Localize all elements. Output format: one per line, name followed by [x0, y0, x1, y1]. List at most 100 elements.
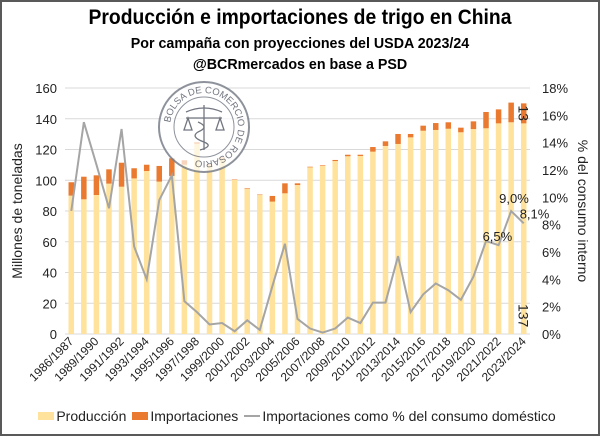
bar-imports: [370, 147, 376, 152]
bar-imports: [319, 165, 326, 166]
legend-line-imports-pct: [244, 415, 261, 417]
bar-imports: [520, 103, 527, 124]
bar-production: [407, 137, 414, 334]
bar-production: [106, 183, 112, 334]
bar-production: [495, 123, 502, 334]
bar-production: [244, 189, 250, 334]
bar-imports: [508, 102, 514, 123]
bar-imports: [244, 188, 250, 190]
bar-imports: [81, 176, 87, 200]
y-right-tick-label: 4%: [542, 272, 561, 287]
y-right-tick-label: 8%: [542, 218, 561, 233]
bar-imports: [118, 162, 125, 187]
bar-production: [118, 186, 125, 334]
bar-imports: [483, 111, 489, 129]
bar-production: [81, 199, 87, 334]
bar-production: [470, 129, 477, 334]
bar-imports: [345, 154, 351, 157]
bar-production: [231, 179, 238, 334]
bar-imports: [470, 121, 477, 130]
chart-source: @BCRmercados en base a PSD: [192, 56, 408, 73]
bar-imports: [294, 183, 301, 186]
bar-production: [458, 132, 464, 334]
caduceus-scales-icon: [183, 105, 225, 151]
y-tick-label: 80: [43, 204, 57, 219]
bar-production: [219, 158, 225, 334]
legend-swatch-imports: [132, 412, 149, 420]
bar-imports: [131, 168, 137, 179]
bar-production: [282, 193, 288, 334]
y-right-tick-label: 0%: [542, 327, 561, 342]
y-right-tick-label: 18%: [542, 81, 568, 96]
y-right-tick-label: 10%: [542, 190, 568, 205]
bar-production: [194, 143, 200, 334]
bar-production: [520, 123, 527, 334]
bar-imports: [68, 182, 75, 196]
chart-subtitle: Por campaña con proyecciones del USDA 20…: [130, 35, 470, 52]
bar-imports: [93, 175, 100, 196]
bar-production: [143, 171, 150, 334]
legend-label: Importaciones como % del consumo domésti…: [262, 408, 556, 424]
legend-item-imports: Importaciones: [132, 408, 238, 424]
legend-swatch-production: [38, 412, 55, 420]
bar-imports: [357, 154, 364, 156]
bar-imports: [445, 122, 452, 129]
data-label-production: 137: [516, 304, 532, 328]
bar-production: [432, 129, 439, 334]
y-right-tick-label: 6%: [542, 245, 561, 260]
bar-production: [508, 122, 514, 334]
bar-imports: [143, 164, 150, 172]
bar-imports: [156, 165, 163, 182]
bar-imports: [282, 183, 288, 194]
bar-production: [181, 164, 188, 334]
legend-label: Importaciones: [150, 408, 239, 424]
bar-imports: [495, 109, 502, 124]
y-tick-label: 160: [35, 81, 57, 96]
bar-production: [68, 195, 75, 334]
bar-production: [307, 167, 313, 334]
bar-production: [294, 185, 301, 334]
y-right-tick-label: 12%: [542, 163, 568, 178]
bar-production: [319, 165, 326, 334]
bar-imports: [332, 159, 338, 162]
y-right-tick-label: 16%: [542, 108, 568, 123]
data-label-pct: 9,0%: [499, 191, 529, 206]
bar-production: [382, 145, 389, 334]
y-tick-label: 100: [35, 173, 57, 188]
chart-legend: Producción Importaciones Importaciones c…: [0, 408, 600, 424]
bar-imports: [307, 166, 313, 168]
y-tick-label: 20: [43, 296, 57, 311]
bar-production: [445, 128, 452, 334]
bar-imports: [420, 125, 426, 131]
bar-production: [93, 195, 100, 334]
bar-production: [395, 143, 401, 334]
y-tick-label: 140: [35, 112, 57, 127]
bar-production: [370, 151, 376, 334]
bar-production: [420, 130, 426, 334]
bcr-seal-logo: BOLSA DE COMERCIO DE ROSARIO: [158, 81, 250, 173]
y-tick-label: 40: [43, 266, 57, 281]
bar-imports: [407, 133, 414, 138]
y-right-axis-title: % del consumo interno: [575, 140, 591, 283]
y-right-tick-label: 14%: [542, 136, 568, 151]
bar-production: [156, 181, 163, 334]
bar-production: [206, 165, 213, 334]
bar-production: [269, 201, 276, 334]
bar-imports: [269, 195, 276, 202]
y-tick-label: 0: [50, 327, 57, 342]
y-right-tick-label: 2%: [542, 300, 561, 315]
bar-imports: [395, 133, 401, 144]
data-label-pct: 8,1%: [520, 206, 550, 221]
bar-production: [169, 175, 175, 334]
bar-imports: [432, 123, 439, 130]
chart-title: Producción e importaciones de trigo en C…: [88, 6, 512, 29]
bar-imports: [169, 158, 175, 176]
legend-item-production: Producción: [38, 408, 126, 424]
legend-label: Producción: [56, 408, 127, 424]
bar-production: [131, 178, 137, 334]
bar-production: [332, 161, 338, 334]
data-label-imports: 13: [516, 105, 532, 121]
bar-production: [345, 156, 351, 334]
data-label-pct: 6,5%: [483, 229, 513, 244]
